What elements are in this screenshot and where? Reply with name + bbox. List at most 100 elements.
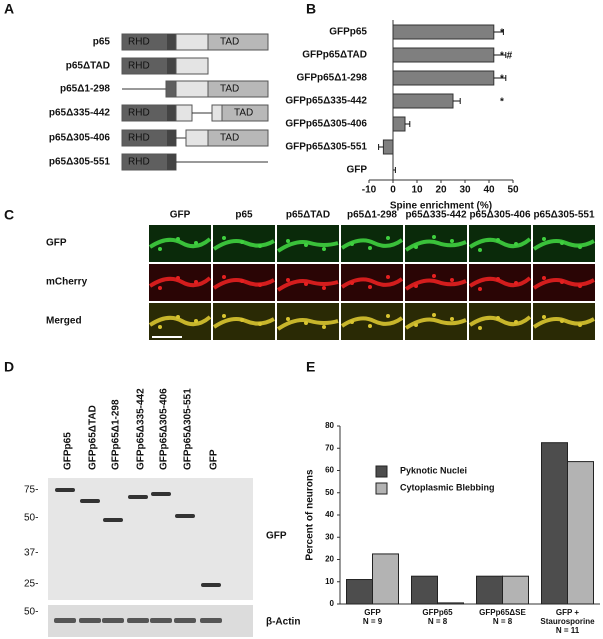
dendrite [532,278,595,290]
column-header: p65Δ335-442 [405,210,467,221]
lane-label: GFPp65Δ305-406 [159,388,170,470]
domain-box [221,104,269,122]
spine [478,248,482,252]
column-header: p65ΔTAD [286,210,330,221]
domain-label: TAD [220,37,239,48]
spine [514,320,518,324]
domain-label: RHD [128,108,150,119]
spine [386,314,390,318]
dendrite [404,317,467,330]
y-tick-label: 40 [325,510,334,519]
bar [541,442,568,605]
category-label: GFPp65Δ1-298 [296,73,367,84]
actin-band [200,618,222,623]
spine [258,244,262,248]
panel-label: C [4,207,14,223]
spine [368,324,372,328]
spine [350,320,354,324]
nls-mark [167,34,176,50]
y-axis-title: Percent of neurons [305,469,316,561]
annotation: * [500,74,504,85]
band [175,514,195,518]
panel-label: A [4,1,14,17]
panel-label: B [306,1,316,17]
mw-marker: 75- [24,485,38,496]
y-tick-label: 10 [325,577,334,586]
row-label: mCherry [46,277,88,288]
band [55,488,75,492]
legend-label: Pyknotic Nuclei [400,465,467,475]
spine [158,247,162,251]
x-tick-label: -10 [362,185,377,196]
spine [322,247,326,251]
nls-mark [167,130,176,146]
dendrite [404,239,467,252]
spine [158,286,162,290]
spine [240,279,244,283]
bar [502,575,529,605]
spine [478,326,482,330]
dendrite [404,278,467,291]
category-label: GFPp65 [329,27,367,38]
x-tick-label: GFP [364,608,381,617]
x-tick-label: GFPp65ΔSE [479,608,526,617]
row-label: Merged [46,316,82,327]
spine [258,322,262,326]
mw-marker: 50- [24,513,38,524]
spine [560,280,564,284]
bar [372,553,399,605]
dendrite [276,240,339,253]
spine [578,323,582,327]
spine [240,240,244,244]
dendrite [276,318,339,331]
x-tick-label: N = 8 [493,617,513,626]
spine [414,245,418,249]
spine [386,275,390,279]
spine [176,237,180,241]
lane-label: GFPp65 [63,432,74,470]
nls-mark [167,154,176,170]
spine [450,239,454,243]
dendrite [212,278,275,290]
category-label: GFPp65Δ305-406 [285,119,367,130]
lane-label: GFPp65Δ335-442 [136,388,147,470]
y-tick-label: 80 [325,421,334,430]
spine [478,287,482,291]
domain-label: RHD [128,37,150,48]
dendrite [468,315,532,327]
spine [578,284,582,288]
band [128,495,148,499]
y-tick-label: 0 [330,599,335,608]
domain-box [207,129,269,147]
spine [194,280,198,284]
spine [450,317,454,321]
spine [496,238,500,242]
panel-label: E [306,359,315,375]
x-tick-label: 30 [459,185,471,196]
spine [222,314,226,318]
bar [392,70,495,86]
y-tick-label: 70 [325,443,334,452]
panel-label: D [4,359,14,375]
annotation: * [500,28,504,39]
y-tick-label: 30 [325,532,334,541]
spine [350,281,354,285]
construct-name: p65Δ1-298 [60,84,110,95]
category-label: GFP [346,165,367,176]
dendrite [148,315,212,327]
spine [158,325,162,329]
spine [304,243,308,247]
lane-label: GFPp65Δ1-298 [111,399,122,470]
blot-label: GFP [266,531,287,542]
annotation: * # [500,51,513,62]
x-axis-title: Spine enrichment (%) [390,201,492,212]
band [103,518,123,522]
spine [194,319,198,323]
dendrite [532,317,595,329]
domain-box [207,80,269,98]
construct-name: p65ΔTAD [66,61,110,72]
spine [286,239,290,243]
y-tick-label: 50 [325,488,334,497]
